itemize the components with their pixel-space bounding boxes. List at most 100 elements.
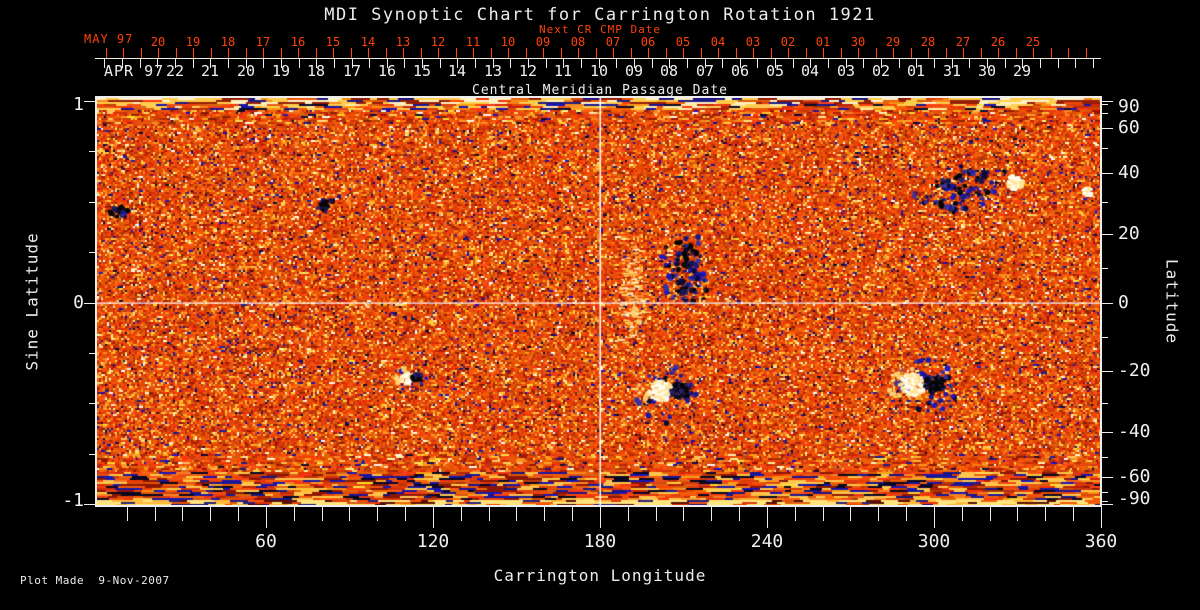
next-cr-day-label: 11 — [465, 35, 481, 49]
next-cr-day-label: 30 — [850, 35, 866, 49]
cmp-day-label: 05 — [765, 62, 785, 80]
cmp-tick — [193, 59, 194, 68]
cmp-day-label: 09 — [624, 62, 644, 80]
date-axis-line — [95, 58, 1101, 59]
cmp-day-label: 13 — [483, 62, 503, 80]
cmp-tick — [210, 59, 211, 68]
next-cr-tick — [351, 48, 352, 58]
x-tick-label: 180 — [583, 531, 617, 552]
x-tick-label: 60 — [255, 531, 277, 552]
next-cr-tick — [823, 48, 824, 58]
next-cr-tick — [298, 48, 299, 58]
left-axis-tick — [89, 403, 95, 404]
cmp-tick — [616, 59, 617, 68]
next-cr-day-label: 27 — [955, 35, 971, 49]
right-axis-tick — [1102, 457, 1108, 458]
next-cr-day-label: 13 — [395, 35, 411, 49]
next-cr-tick — [683, 48, 684, 58]
cmp-tick — [563, 59, 564, 68]
bottom-axis-tick — [990, 507, 991, 521]
cmp-tick — [740, 59, 741, 68]
next-cr-tick — [421, 48, 422, 58]
right-axis-tick — [1102, 504, 1113, 505]
next-cr-tick — [648, 48, 649, 58]
cmp-tick — [157, 59, 158, 68]
next-cr-day-label: 28 — [920, 35, 936, 49]
cmp-day-label: 29 — [1012, 62, 1032, 80]
bottom-axis-tick — [433, 507, 434, 528]
next-cr-tick — [753, 48, 754, 58]
next-cr-day-label: 16 — [290, 35, 306, 49]
cmp-tick — [299, 59, 300, 68]
plot-area — [95, 96, 1102, 507]
right-axis-tick — [1102, 501, 1108, 502]
next-cr-tick — [911, 48, 912, 58]
cmp-tick — [846, 59, 847, 68]
next-cr-tick — [788, 48, 789, 58]
cmp-tick — [881, 59, 882, 68]
cmp-tick — [669, 59, 670, 68]
cmp-tick — [1022, 59, 1023, 68]
cmp-tick — [104, 59, 105, 68]
cmp-tick — [387, 59, 388, 68]
bottom-axis-tick — [850, 507, 851, 521]
cmp-day-label: 12 — [518, 62, 538, 80]
next-cr-tick — [526, 48, 527, 58]
next-cr-tick — [438, 48, 439, 58]
cmp-day-label: 31 — [942, 62, 962, 80]
right-axis-tick — [1102, 337, 1108, 338]
cmp-day-label: 04 — [800, 62, 820, 80]
bottom-axis-tick — [934, 507, 935, 528]
next-cr-tick — [141, 48, 142, 58]
right-axis-tick — [1102, 403, 1108, 404]
next-cr-tick — [858, 48, 859, 58]
cmp-tick — [581, 59, 582, 68]
next-cr-day-label: 04 — [710, 35, 726, 49]
next-cr-tick — [158, 48, 159, 58]
right-axis-tick — [1102, 492, 1108, 493]
right-axis-tick — [1102, 268, 1108, 269]
cmp-day-label: 14 — [447, 62, 467, 80]
cmp-tick — [352, 59, 353, 68]
right-axis-tick — [1102, 477, 1113, 478]
right-axis-tick-label: -20 — [1118, 360, 1151, 381]
next-cr-day-label: 02 — [780, 35, 796, 49]
next-cr-tick — [1033, 48, 1034, 58]
right-axis-tick — [1102, 148, 1108, 149]
next-cr-tick — [193, 48, 194, 58]
bottom-axis-tick — [767, 507, 768, 528]
next-cr-tick — [246, 48, 247, 58]
bottom-axis-tick — [489, 507, 490, 521]
left-axis-tick-label: -1 — [62, 490, 84, 511]
cmp-tick — [934, 59, 935, 68]
cmp-day-label: 17 — [342, 62, 362, 80]
next-cr-day-label: 17 — [255, 35, 271, 49]
next-cr-tick — [701, 48, 702, 58]
cmp-tick — [828, 59, 829, 68]
cmp-month-label: APR 97 — [104, 62, 165, 80]
cmp-tick — [952, 59, 953, 68]
right-axis-tick — [1102, 128, 1113, 129]
bottom-axis-tick — [516, 507, 517, 521]
next-cr-tick — [1016, 48, 1017, 58]
cmp-tick — [140, 59, 141, 68]
next-cr-day-label: 06 — [640, 35, 656, 49]
bottom-axis-tick — [461, 507, 462, 521]
cmp-tick — [916, 59, 917, 68]
cmp-tick — [757, 59, 758, 68]
next-cr-month-label: MAY 97 — [84, 32, 134, 46]
cmp-tick — [475, 59, 476, 68]
bottom-axis-tick — [127, 507, 128, 521]
bottom-axis-tick — [210, 507, 211, 521]
next-cr-day-label: 26 — [990, 35, 1006, 49]
cmp-tick — [722, 59, 723, 68]
cmp-day-label: 19 — [271, 62, 291, 80]
right-axis-tick-label: 90 — [1118, 96, 1140, 117]
left-axis-tick — [84, 303, 95, 304]
next-cr-tick — [963, 48, 964, 58]
cmp-tick — [457, 59, 458, 68]
cmp-day-label: 16 — [377, 62, 397, 80]
next-cr-tick — [1068, 48, 1069, 58]
plot-made-label: Plot Made 9-Nov-2007 — [20, 574, 170, 587]
next-cr-day-label: 05 — [675, 35, 691, 49]
